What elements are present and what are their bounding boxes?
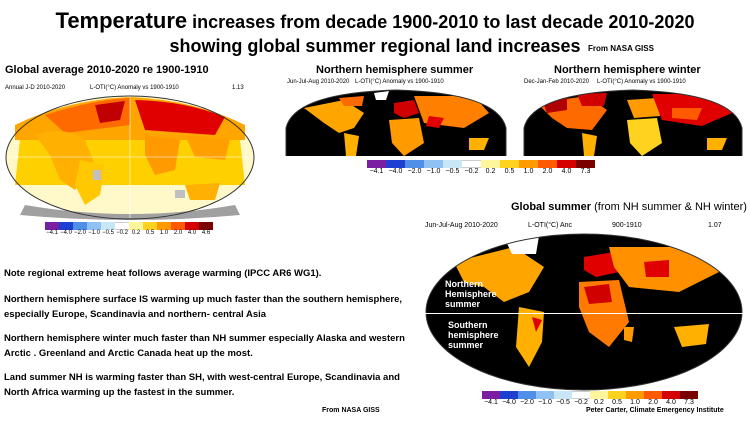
colorbar-tick-label: −0.5: [445, 168, 460, 175]
colorbar-tick-label: 2.0: [542, 168, 553, 175]
global-summer-anomaly: L-OTI(°C) Anc: [528, 222, 573, 229]
colorbar-tick-label: 2.0: [648, 399, 658, 406]
north-hemisphere-label: Northern Hemisphere summer: [445, 279, 497, 309]
colorbar-tick-label: 0.2: [131, 230, 141, 236]
colorbar-tick-label: −4.1: [484, 399, 498, 406]
colorbar-tick-label: −1.0: [538, 399, 552, 406]
global-annual-mean: 1.13: [232, 85, 244, 91]
colorbar-tick-label: −2.0: [407, 168, 422, 175]
global-summer-ref: 900-1910: [612, 222, 642, 229]
colorbar-tick-label: −2.0: [74, 230, 86, 236]
global-summer-period: Jun-Jul-Aug 2010-2020: [425, 222, 498, 229]
colorbar-seasonal: −4.1 −4.0 −2.0 −1.0 −0.5 −0.2 0.2 0.5 1.0 2.0 4.0 7…: [367, 160, 595, 175]
footer-source: From NASA GISS: [322, 407, 380, 414]
colorbar-tick-label: 1.0: [630, 399, 640, 406]
colorbar-global-summer: −4.1 −4.0 −2.0 −1.0 −0.5 −0.2 0.2 0.5 1.0 2.0 4.0 7…: [482, 391, 698, 406]
colorbar-tick-label: −4.0: [388, 168, 403, 175]
global-annual-period: Annual J-D 2010-2020: [5, 85, 66, 91]
colorbar-tick-label: 1.0: [523, 168, 534, 175]
colorbar-tick-label: −4.0: [502, 399, 516, 406]
colorbar-tick-label: 0.5: [145, 230, 155, 236]
note-land-summer: Land summer NH is warming faster than SH…: [4, 372, 400, 398]
map-nh-summer: [284, 88, 508, 158]
nh-summer-title: Northern hemisphere summer: [316, 64, 474, 76]
colorbar-tick-label: −0.2: [116, 230, 128, 236]
nh-winter-anomaly: L-OTI(°C) Anomaly vs 1900-1910: [597, 79, 686, 85]
colorbar-tick-label: −1.0: [426, 168, 441, 175]
source-label-top: From NASA GISS: [588, 44, 654, 53]
map-global-summer: [424, 232, 744, 392]
colorbar-ticks: −4.1 −4.0 −2.0 −1.0 −0.5 −0.2 0.2 0.5 1.0 2.0 4.0 7…: [367, 168, 595, 175]
colorbar-tick-label: −0.5: [102, 230, 114, 236]
colorbar-tick-label: 2.0: [173, 230, 183, 236]
footer-credit: Peter Carter, Climate Emergency Institut…: [586, 407, 724, 414]
colorbar-tick-label: 1.0: [159, 230, 169, 236]
colorbar-tick-label: −2.0: [520, 399, 534, 406]
map-global-annual: [5, 95, 255, 220]
colorbar-tick-label: 0.2: [594, 399, 604, 406]
map-nh-winter: [522, 88, 744, 158]
note-ipcc: Note regional extreme heat follows avera…: [4, 268, 322, 279]
main-title: Temperature increases from decade 1900-2…: [55, 8, 695, 33]
south-hemisphere-label: Southern hemisphere summer: [448, 320, 499, 350]
colorbar-tick-label: 0.5: [504, 168, 515, 175]
note-nh-winter: Northern hemisphere winter much faster t…: [4, 333, 405, 359]
colorbar-tick-label: −4.1: [46, 230, 58, 236]
colorbar-tick-label: 0.5: [612, 399, 622, 406]
colorbar-tick-label: −1.0: [88, 230, 100, 236]
colorbar-tick-label: −0.2: [464, 168, 479, 175]
equator-line: [424, 313, 744, 314]
main-subtitle: showing global summer regional land incr…: [169, 36, 581, 56]
colorbar-ticks: −4.1 −4.0 −2.0 −1.0 −0.5 −0.2 0.2 0.5 1.0 2.0 4.0 4…: [45, 230, 213, 236]
colorbar-tick-label: 7.3: [580, 168, 591, 175]
colorbar-swatches: [482, 391, 698, 399]
note-nh-warming: Northern hemisphere surface IS warming u…: [4, 294, 403, 320]
colorbar-tick-label: −4.1: [369, 168, 384, 175]
colorbar-tick-label: 7.3: [684, 399, 694, 406]
colorbar-tick-label: 0.2: [485, 168, 496, 175]
colorbar-tick-label: −0.5: [556, 399, 570, 406]
colorbar-tick-label: −0.2: [574, 399, 588, 406]
global-summer-title: Global summer (from NH summer & NH winte…: [511, 201, 747, 213]
colorbar-tick-label: 4.0: [561, 168, 572, 175]
colorbar-tick-label: 4.0: [666, 399, 676, 406]
nh-winter-period: Dec-Jan-Feb 2010-2020: [524, 79, 590, 85]
colorbar-tick-label: −4.0: [60, 230, 72, 236]
global-annual-anomaly: L-OTI(°C) Anomaly vs 1900-1910: [90, 85, 179, 91]
colorbar-swatches: [45, 222, 213, 230]
nh-summer-anomaly: L-OTI(°C) Anomaly vs 1900-1910: [355, 79, 444, 85]
colorbar-tick-label: 4.6: [201, 230, 211, 236]
global-annual-title: Global average 2010-2020 re 1900-1910: [5, 64, 209, 76]
nh-summer-period: Jun-Jul-Aug 2010-2020: [287, 79, 350, 85]
colorbar-swatches: [367, 160, 595, 168]
colorbar-ticks: −4.1 −4.0 −2.0 −1.0 −0.5 −0.2 0.2 0.5 1.0 2.0 4.0 7…: [482, 399, 698, 406]
global-summer-mean: 1.07: [708, 222, 722, 229]
nh-winter-title: Northern hemisphere winter: [554, 64, 701, 76]
colorbar-tick-label: 4.0: [187, 230, 197, 236]
colorbar-global-annual: −4.1 −4.0 −2.0 −1.0 −0.5 −0.2 0.2 0.5 1.0 2.0 4.0 4…: [45, 222, 213, 236]
